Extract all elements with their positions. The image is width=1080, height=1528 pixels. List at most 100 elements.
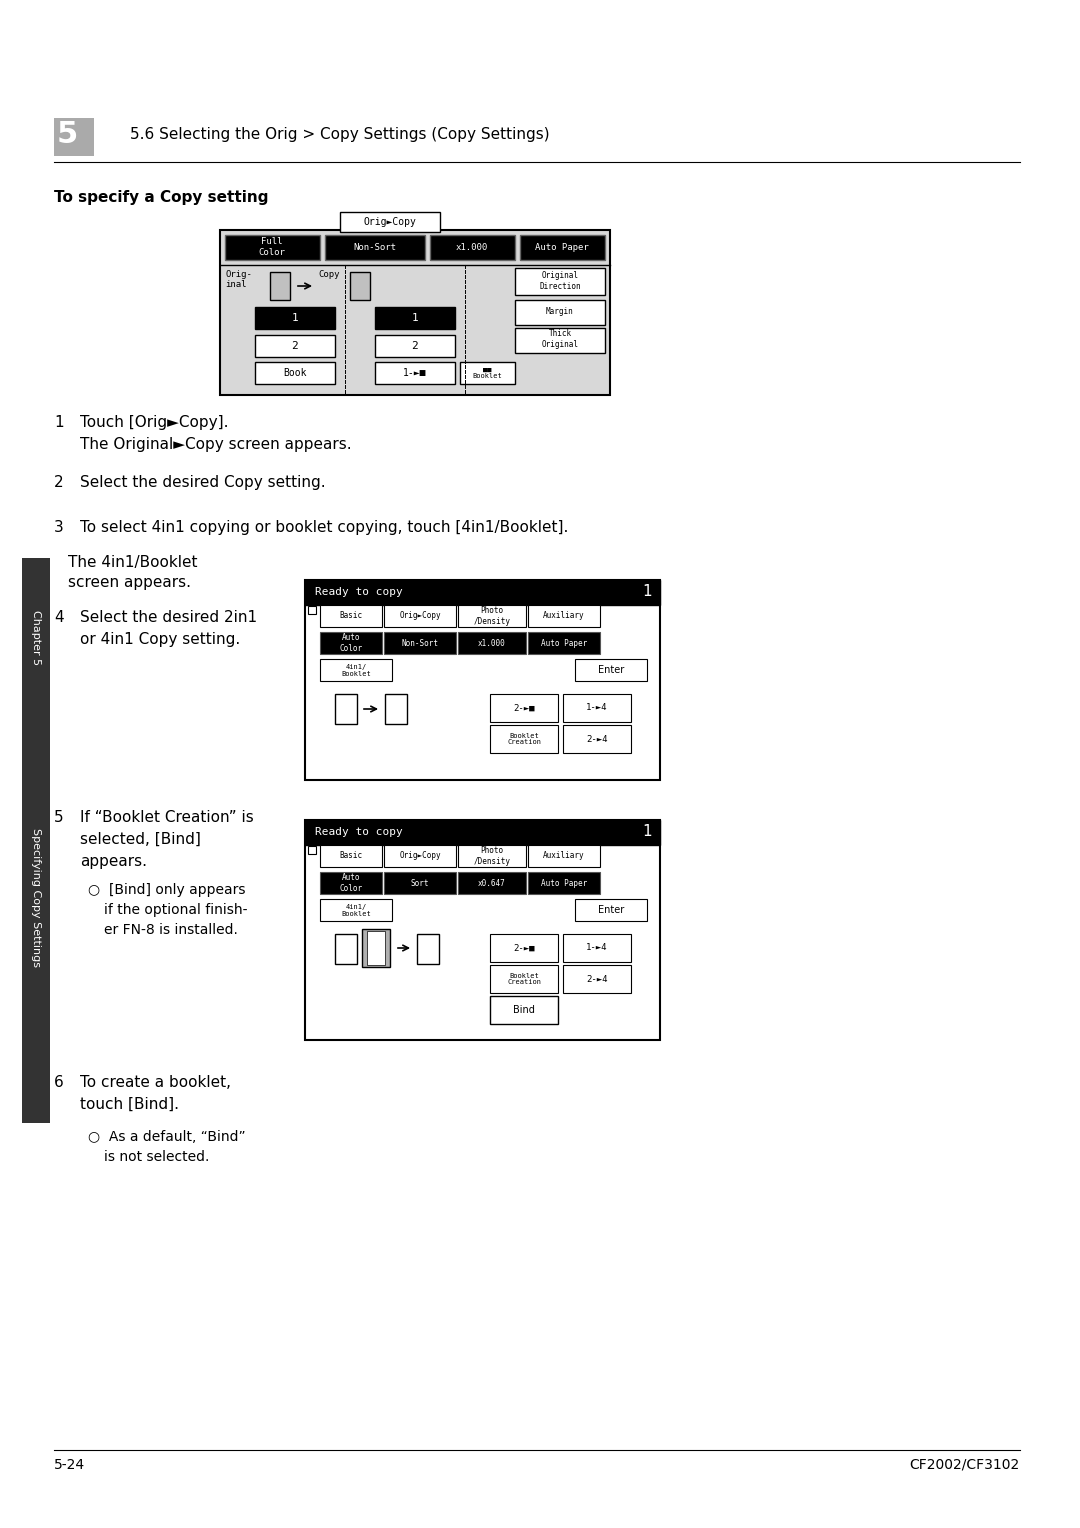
Bar	[458, 845, 526, 866]
Bar	[528, 872, 600, 894]
Text: 2: 2	[54, 475, 64, 490]
Bar	[255, 362, 335, 384]
Bar	[54, 118, 94, 156]
Bar	[519, 235, 605, 260]
Text: Auto
Color: Auto Color	[339, 874, 363, 892]
Bar	[563, 724, 631, 753]
Bar	[308, 847, 316, 854]
Text: 2: 2	[411, 341, 418, 351]
Bar	[375, 362, 455, 384]
Text: 1: 1	[643, 585, 652, 599]
Text: Booklet
Creation: Booklet Creation	[507, 732, 541, 746]
Text: 1-►■: 1-►■	[403, 368, 427, 377]
Text: CF2002/CF3102: CF2002/CF3102	[909, 1458, 1020, 1471]
Text: Auxiliary: Auxiliary	[543, 611, 584, 620]
Text: 4in1/
Booklet: 4in1/ Booklet	[341, 663, 370, 677]
Text: 1-►4: 1-►4	[586, 703, 608, 712]
Text: screen appears.: screen appears.	[68, 575, 191, 590]
Text: x1.000: x1.000	[478, 639, 505, 648]
Text: appears.: appears.	[80, 854, 147, 869]
Bar	[575, 659, 647, 681]
Text: Ready to copy: Ready to copy	[315, 587, 403, 597]
Text: Photo
/Density: Photo /Density	[473, 607, 511, 625]
Bar	[563, 966, 631, 993]
Text: Enter: Enter	[598, 665, 624, 675]
Text: Orig►Copy: Orig►Copy	[400, 611, 441, 620]
Text: Margin: Margin	[546, 307, 573, 315]
Text: is not selected.: is not selected.	[104, 1151, 210, 1164]
Text: The 4in1/Booklet: The 4in1/Booklet	[68, 555, 198, 570]
Text: ○  [Bind] only appears: ○ [Bind] only appears	[87, 883, 245, 897]
Text: Chapter 5: Chapter 5	[31, 611, 41, 666]
Text: Enter: Enter	[598, 905, 624, 915]
Bar	[490, 934, 558, 963]
Bar	[375, 307, 455, 329]
Bar	[308, 607, 316, 614]
Text: Photo
/Density: Photo /Density	[473, 847, 511, 866]
Text: touch [Bind].: touch [Bind].	[80, 1097, 179, 1112]
Text: Auto
Color: Auto Color	[339, 633, 363, 652]
Bar	[430, 235, 515, 260]
Bar	[220, 231, 610, 396]
Bar	[305, 821, 660, 1041]
Text: Orig-
inal: Orig- inal	[225, 270, 252, 289]
Bar	[490, 694, 558, 723]
Bar	[255, 335, 335, 358]
Bar	[528, 633, 600, 654]
Text: Auto Paper: Auto Paper	[541, 639, 588, 648]
Bar	[367, 931, 384, 966]
Text: To select 4in1 copying or booklet copying, touch [4in1/Booklet].: To select 4in1 copying or booklet copyin…	[80, 520, 568, 535]
Text: Original
Direction: Original Direction	[539, 272, 581, 290]
Text: Full
Color: Full Color	[258, 237, 285, 257]
Bar	[22, 558, 50, 1123]
Text: Non-Sort: Non-Sort	[353, 243, 396, 252]
Bar	[305, 821, 660, 845]
Bar	[384, 845, 456, 866]
Text: 4in1/
Booklet: 4in1/ Booklet	[341, 903, 370, 917]
Text: 2-►■: 2-►■	[513, 703, 535, 712]
Text: selected, [Bind]: selected, [Bind]	[80, 833, 201, 847]
Text: 4: 4	[54, 610, 64, 625]
Bar	[340, 212, 440, 232]
Text: To specify a Copy setting: To specify a Copy setting	[54, 189, 269, 205]
Bar	[384, 872, 456, 894]
Bar	[563, 934, 631, 963]
Text: Booklet
Creation: Booklet Creation	[507, 972, 541, 986]
Bar	[515, 329, 605, 353]
Bar	[320, 659, 392, 681]
Text: 2-►■: 2-►■	[513, 943, 535, 952]
Bar	[375, 335, 455, 358]
Text: 5.6 Selecting the Orig > Copy Settings (Copy Settings): 5.6 Selecting the Orig > Copy Settings (…	[130, 127, 550, 142]
Text: Sort: Sort	[410, 879, 429, 888]
Text: x1.000: x1.000	[456, 243, 488, 252]
Bar	[417, 934, 438, 964]
Text: 1: 1	[54, 416, 64, 429]
Bar	[458, 633, 526, 654]
Text: x0.647: x0.647	[478, 879, 505, 888]
Bar	[458, 605, 526, 626]
Bar	[320, 605, 382, 626]
Bar	[515, 267, 605, 295]
Text: 2-►4: 2-►4	[586, 735, 608, 744]
Text: Basic: Basic	[339, 851, 363, 860]
Bar	[575, 898, 647, 921]
Bar	[384, 605, 456, 626]
Bar	[255, 307, 335, 329]
Text: 3: 3	[54, 520, 64, 535]
Text: Orig►Copy: Orig►Copy	[364, 217, 417, 228]
Text: Ready to copy: Ready to copy	[315, 827, 403, 837]
Text: Book: Book	[283, 368, 307, 377]
Text: Specifying Copy Settings: Specifying Copy Settings	[31, 828, 41, 967]
Bar	[460, 362, 515, 384]
Bar	[350, 272, 370, 299]
Text: Basic: Basic	[339, 611, 363, 620]
Bar	[325, 235, 426, 260]
Text: 5: 5	[57, 121, 78, 150]
Text: Auto Paper: Auto Paper	[535, 243, 589, 252]
Text: The Original►Copy screen appears.: The Original►Copy screen appears.	[80, 437, 352, 452]
Bar	[384, 633, 456, 654]
Text: 5: 5	[54, 810, 64, 825]
Text: 1: 1	[292, 313, 298, 322]
Text: 6: 6	[54, 1076, 64, 1089]
Text: 1: 1	[411, 313, 418, 322]
